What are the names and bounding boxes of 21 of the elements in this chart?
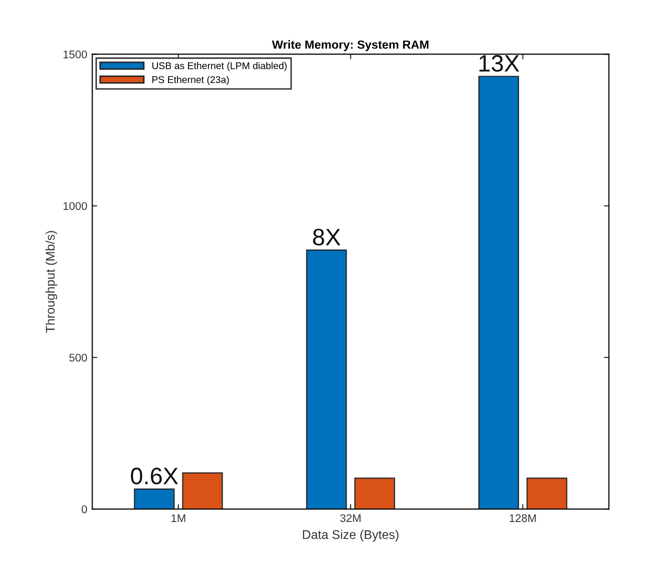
legend-label: PS Ethernet (23a) — [152, 76, 229, 85]
y-tick-label: 500 — [69, 354, 87, 362]
bar — [306, 250, 347, 510]
x-tick-label: 128M — [510, 514, 536, 522]
bar — [354, 478, 396, 510]
chart-title: Write Memory: System RAM — [272, 40, 428, 52]
x-tick-label: 1M — [172, 514, 186, 522]
bar — [526, 478, 568, 510]
bar — [478, 76, 520, 510]
x-axis-title: Data Size (Bytes) — [302, 530, 398, 542]
bar — [182, 472, 223, 510]
annotation: 8X — [313, 228, 340, 246]
bar — [134, 488, 175, 510]
x-tick-label: 32M — [340, 514, 360, 522]
annotation: 0.6X — [130, 468, 178, 484]
y-tick-label: 0 — [82, 505, 87, 514]
y-tick-label: 1000 — [64, 202, 88, 210]
annotation: 13X — [479, 54, 520, 72]
legend-label: USB as Ethernet (LPM diabled) — [152, 62, 287, 72]
y-tick-label: 1500 — [64, 50, 88, 58]
y-axis-title: Throughput (Mb/s) — [46, 231, 58, 333]
